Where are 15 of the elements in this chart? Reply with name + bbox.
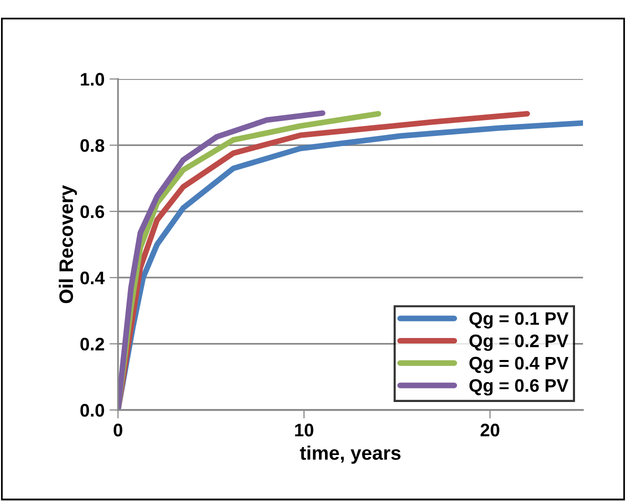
legend-label: Qg = 0.1 PV — [469, 312, 568, 329]
x-tick-label: 0 — [114, 424, 122, 436]
y-axis-title: Oil Recovery — [58, 185, 77, 304]
legend-label: Qg = 0.2 PV — [469, 334, 568, 351]
y-tick-label: 0.2 — [80, 338, 104, 351]
y-tick-label: 0.6 — [80, 205, 104, 218]
x-axis-title: time, years — [300, 446, 401, 464]
x-tick-label: 20 — [480, 424, 500, 436]
y-tick-label: 0.0 — [80, 404, 104, 417]
y-tick-label: 0.4 — [80, 272, 105, 284]
x-tick-label: 10 — [295, 424, 314, 436]
y-tick-label: 0.8 — [80, 139, 104, 152]
y-tick-label: 1.0 — [80, 72, 104, 86]
legend-label: Qg = 0.4 PV — [469, 356, 568, 374]
legend-label: Qg = 0.6 PV — [469, 379, 568, 396]
